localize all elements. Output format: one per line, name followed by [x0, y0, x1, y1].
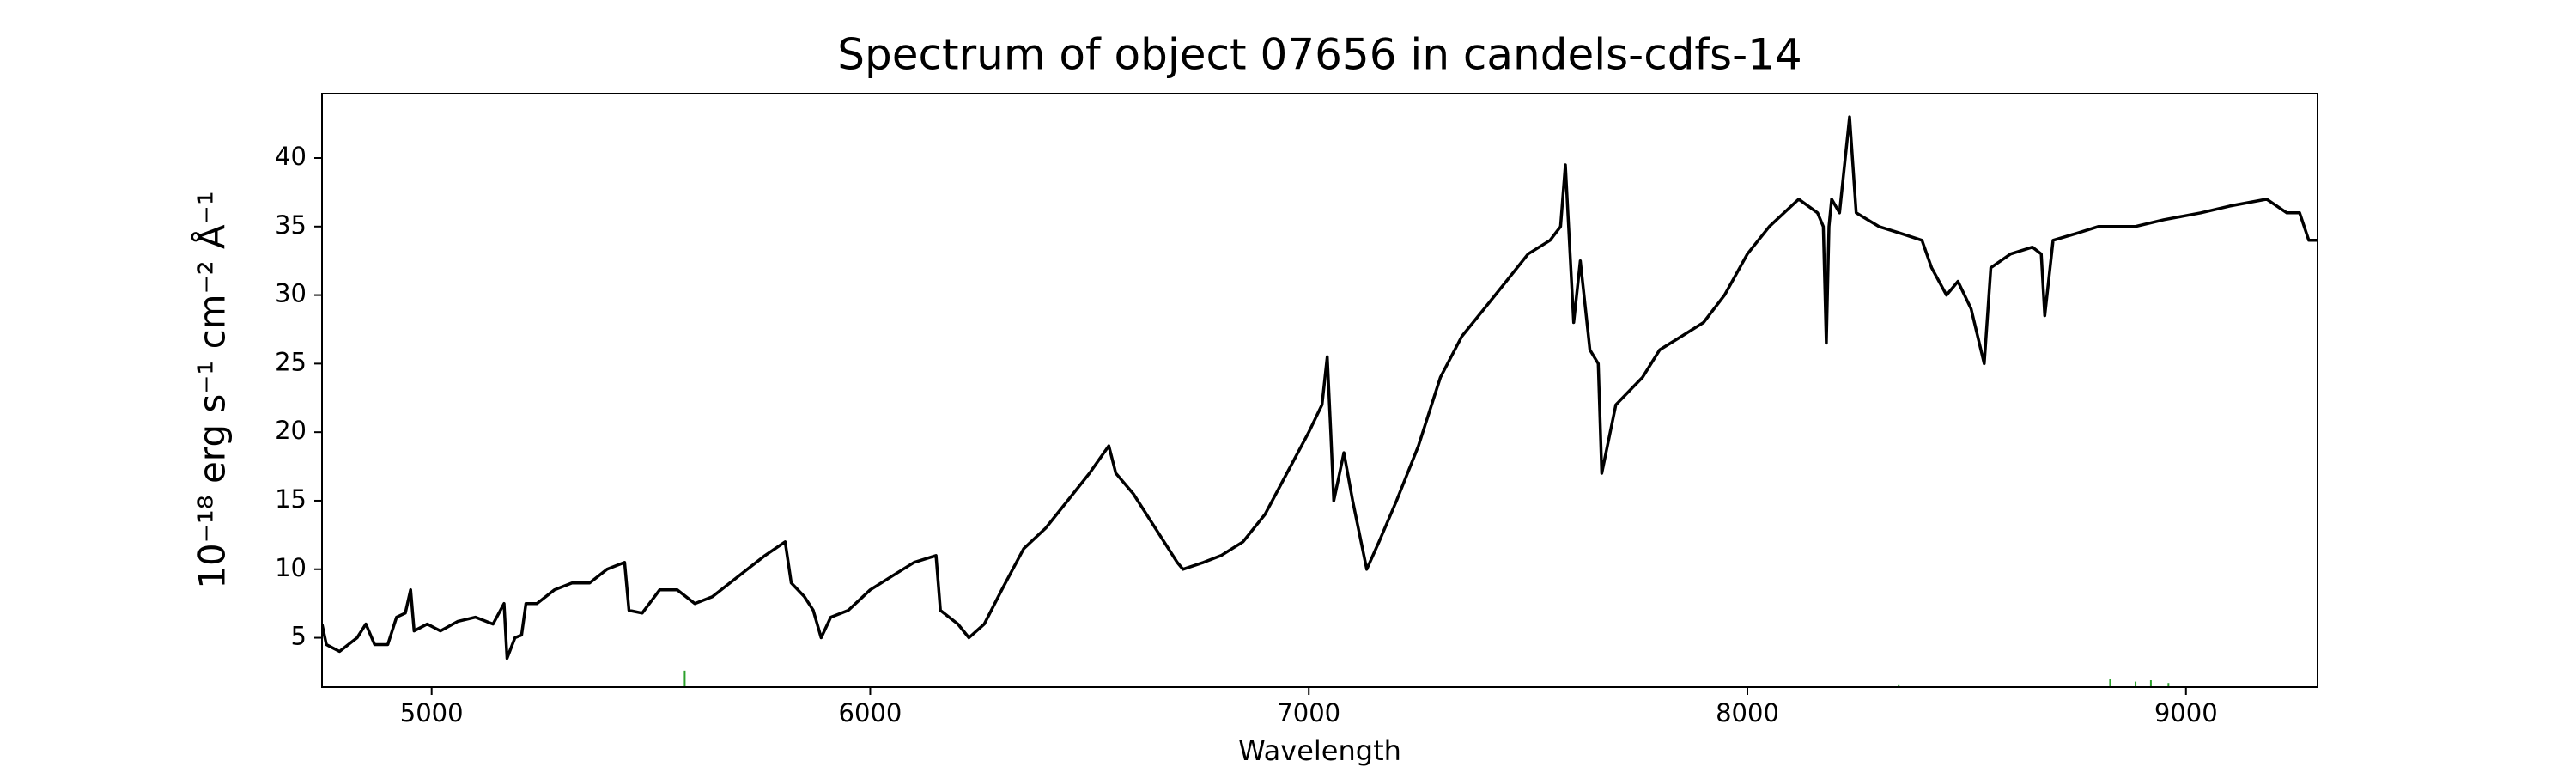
plot-frame [321, 93, 2318, 688]
y-axis-label: 10⁻¹⁸ erg s⁻¹ cm⁻² Å⁻¹ [191, 191, 234, 588]
y-tick-label: 25 [275, 347, 307, 376]
x-tick-label: 5000 [400, 698, 464, 727]
x-axis-label: Wavelength [1238, 734, 1401, 767]
x-tick-label: 9000 [2154, 698, 2218, 727]
y-tick-label: 40 [275, 142, 307, 171]
y-tick-label: 10 [275, 553, 307, 582]
y-tick-label: 5 [291, 622, 307, 651]
x-tick-label: 8000 [1716, 698, 1779, 727]
spectrum-line [322, 115, 2318, 660]
y-tick-label: 15 [275, 484, 307, 514]
chart-title: Spectrum of object 07656 in candels-cdfs… [837, 30, 1802, 80]
x-tick-label: 7000 [1277, 698, 1340, 727]
x-tick-label: 6000 [839, 698, 902, 727]
y-tick-label: 30 [275, 279, 307, 308]
y-tick-label: 35 [275, 210, 307, 240]
y-tick-label: 20 [275, 416, 307, 445]
